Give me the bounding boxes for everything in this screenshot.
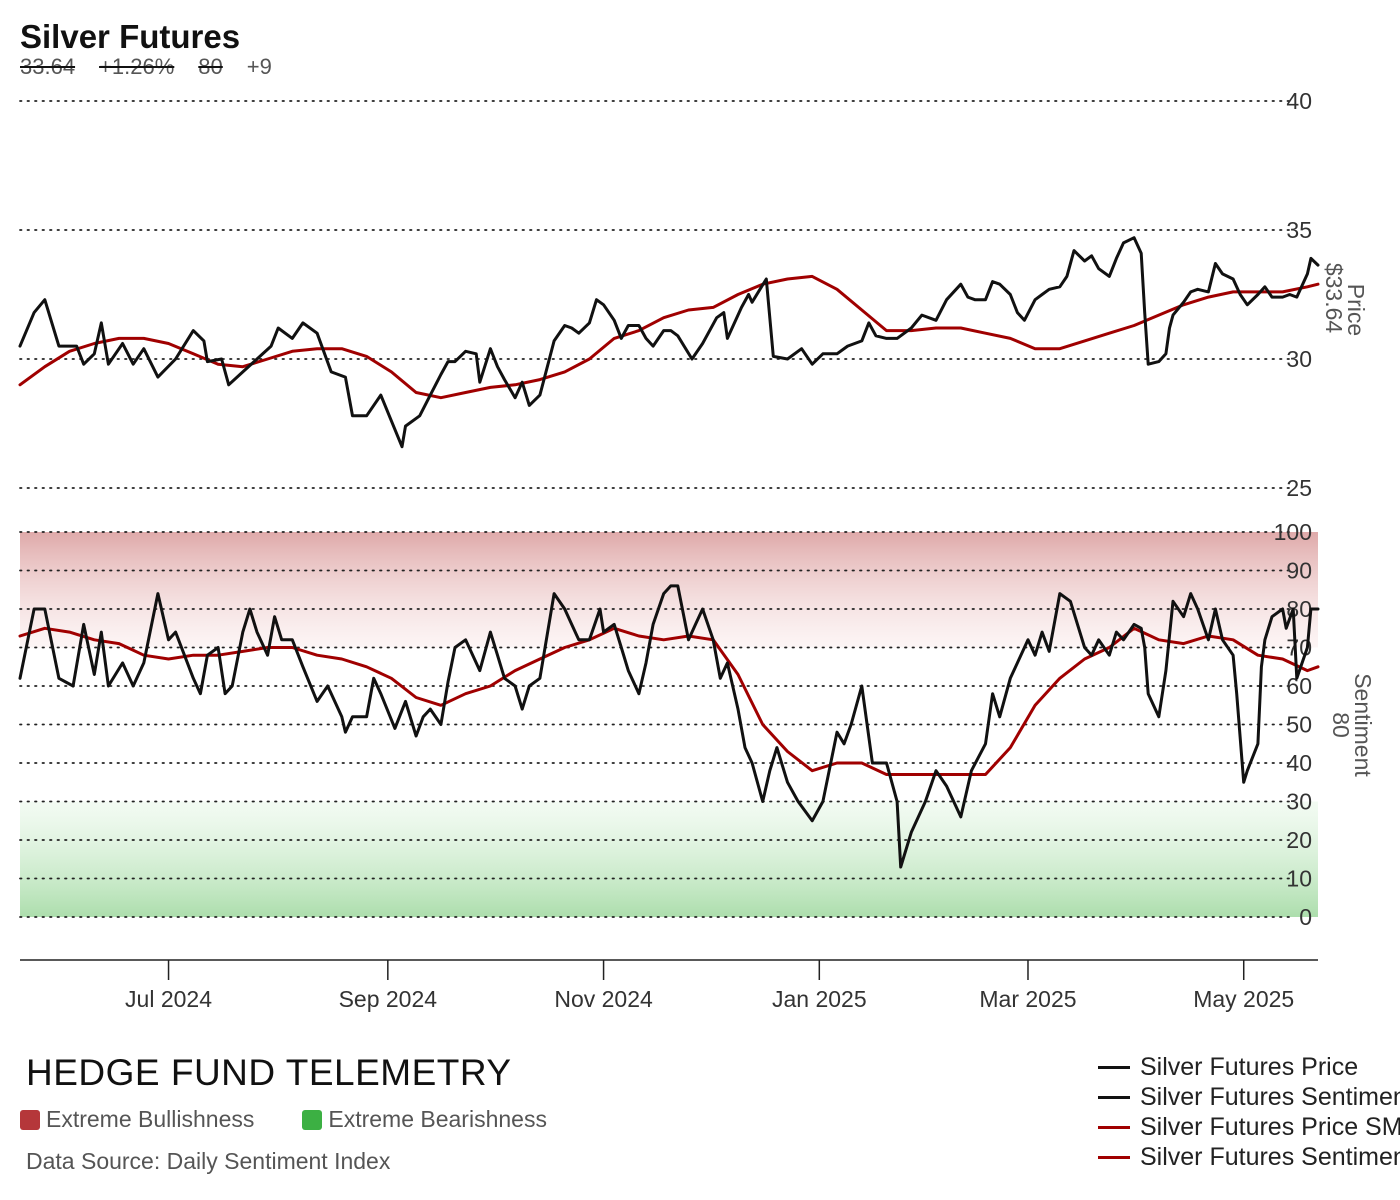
stat-sentiment-change: +9 (246, 54, 272, 79)
sentiment-line (18, 584, 1320, 869)
legend-line-sentiment (1098, 1095, 1130, 1099)
data-source: Data Source: Daily Sentiment Index (26, 1148, 391, 1174)
sentiment-zones (20, 532, 1318, 917)
x-tick-label: Mar 2025 (979, 986, 1076, 1012)
legend-line-sentiment-sma (1098, 1155, 1130, 1159)
sentiment-tick-label: 10 (1286, 866, 1312, 892)
sentiment-tick-label: 100 (1274, 519, 1312, 545)
x-tick-label: Sep 2024 (339, 986, 438, 1012)
x-tick-label: Jul 2024 (125, 986, 212, 1012)
price-tick-label: 25 (1286, 475, 1312, 501)
x-tick-label: Nov 2024 (554, 986, 653, 1012)
stat-sentiment: 80 (198, 54, 223, 79)
sentiment-axis-value: 80 (1328, 712, 1354, 738)
price-sma-line (18, 274, 1320, 400)
sentiment-tick-label: 30 (1286, 789, 1312, 815)
sentiment-tick-label: 60 (1286, 673, 1312, 699)
stats-row: 33.64 +1.26% 80 +9 (20, 54, 296, 80)
legend-label-price: Silver Futures Price (1140, 1052, 1359, 1081)
x-axis: Jul 2024 Sep 2024 Nov 2024 Jan 2025 Mar 2025… (20, 959, 1318, 1012)
chart-title: Silver Futures (20, 18, 241, 55)
legend-label-sentiment: Silver Futures Sentiment (1140, 1082, 1400, 1111)
zone-bullish: Extreme Bullishness (20, 1106, 254, 1133)
zone-legend: Extreme Bullishness Extreme Bearishness (20, 1106, 547, 1133)
sentiment-tick-label: 40 (1286, 750, 1312, 776)
sentiment-tick-label: 90 (1286, 558, 1312, 584)
legend-label-price-sma: Silver Futures Price SMA (1140, 1112, 1400, 1141)
price-axis-value: $33.64 (1321, 263, 1347, 334)
price-tick-label: 40 (1286, 88, 1312, 114)
sentiment-tick-label: 0 (1299, 904, 1312, 930)
stat-change: +1.26% (99, 54, 175, 79)
zone-bullish-swatch (20, 1109, 40, 1130)
legend-line-price (1098, 1065, 1130, 1069)
stat-price: 33.64 (20, 54, 76, 79)
sentiment-tick-label: 20 (1286, 827, 1312, 853)
price-tick-label: 30 (1286, 346, 1312, 372)
legend-label-sentiment-sma: Silver Futures Sentiment SMA (1140, 1142, 1400, 1171)
zone-bearish: Extreme Bearishness (302, 1106, 547, 1133)
zone-bearish-swatch (302, 1109, 323, 1130)
legend-item-price-sma[interactable]: Silver Futures Price SMA (1098, 1112, 1400, 1142)
series-layer (18, 236, 1320, 869)
series-legend: Silver Futures Price Silver Futures Sent… (1098, 1052, 1400, 1172)
sentiment-tick-label: 50 (1286, 712, 1312, 738)
sentiment-axis-label: Sentiment (1350, 673, 1376, 777)
extreme-bearish-zone (20, 801, 1318, 917)
zone-bullish-label: Extreme Bullishness (46, 1106, 255, 1132)
legend-item-price[interactable]: Silver Futures Price (1098, 1052, 1400, 1082)
legend-item-sentiment-sma[interactable]: Silver Futures Sentiment SMA (1098, 1142, 1400, 1172)
x-tick-label: Jan 2025 (772, 986, 867, 1012)
zone-bearish-label: Extreme Bearishness (328, 1106, 547, 1132)
price-tick-label: 35 (1286, 217, 1312, 243)
brand-name: HEDGE FUND TELEMETRY (26, 1052, 512, 1093)
legend-item-sentiment[interactable]: Silver Futures Sentiment (1098, 1082, 1400, 1112)
legend-line-price-sma (1098, 1125, 1130, 1129)
x-tick-label: May 2025 (1193, 986, 1294, 1012)
price-line (18, 236, 1320, 449)
price-axis-label: Price (1343, 284, 1369, 336)
